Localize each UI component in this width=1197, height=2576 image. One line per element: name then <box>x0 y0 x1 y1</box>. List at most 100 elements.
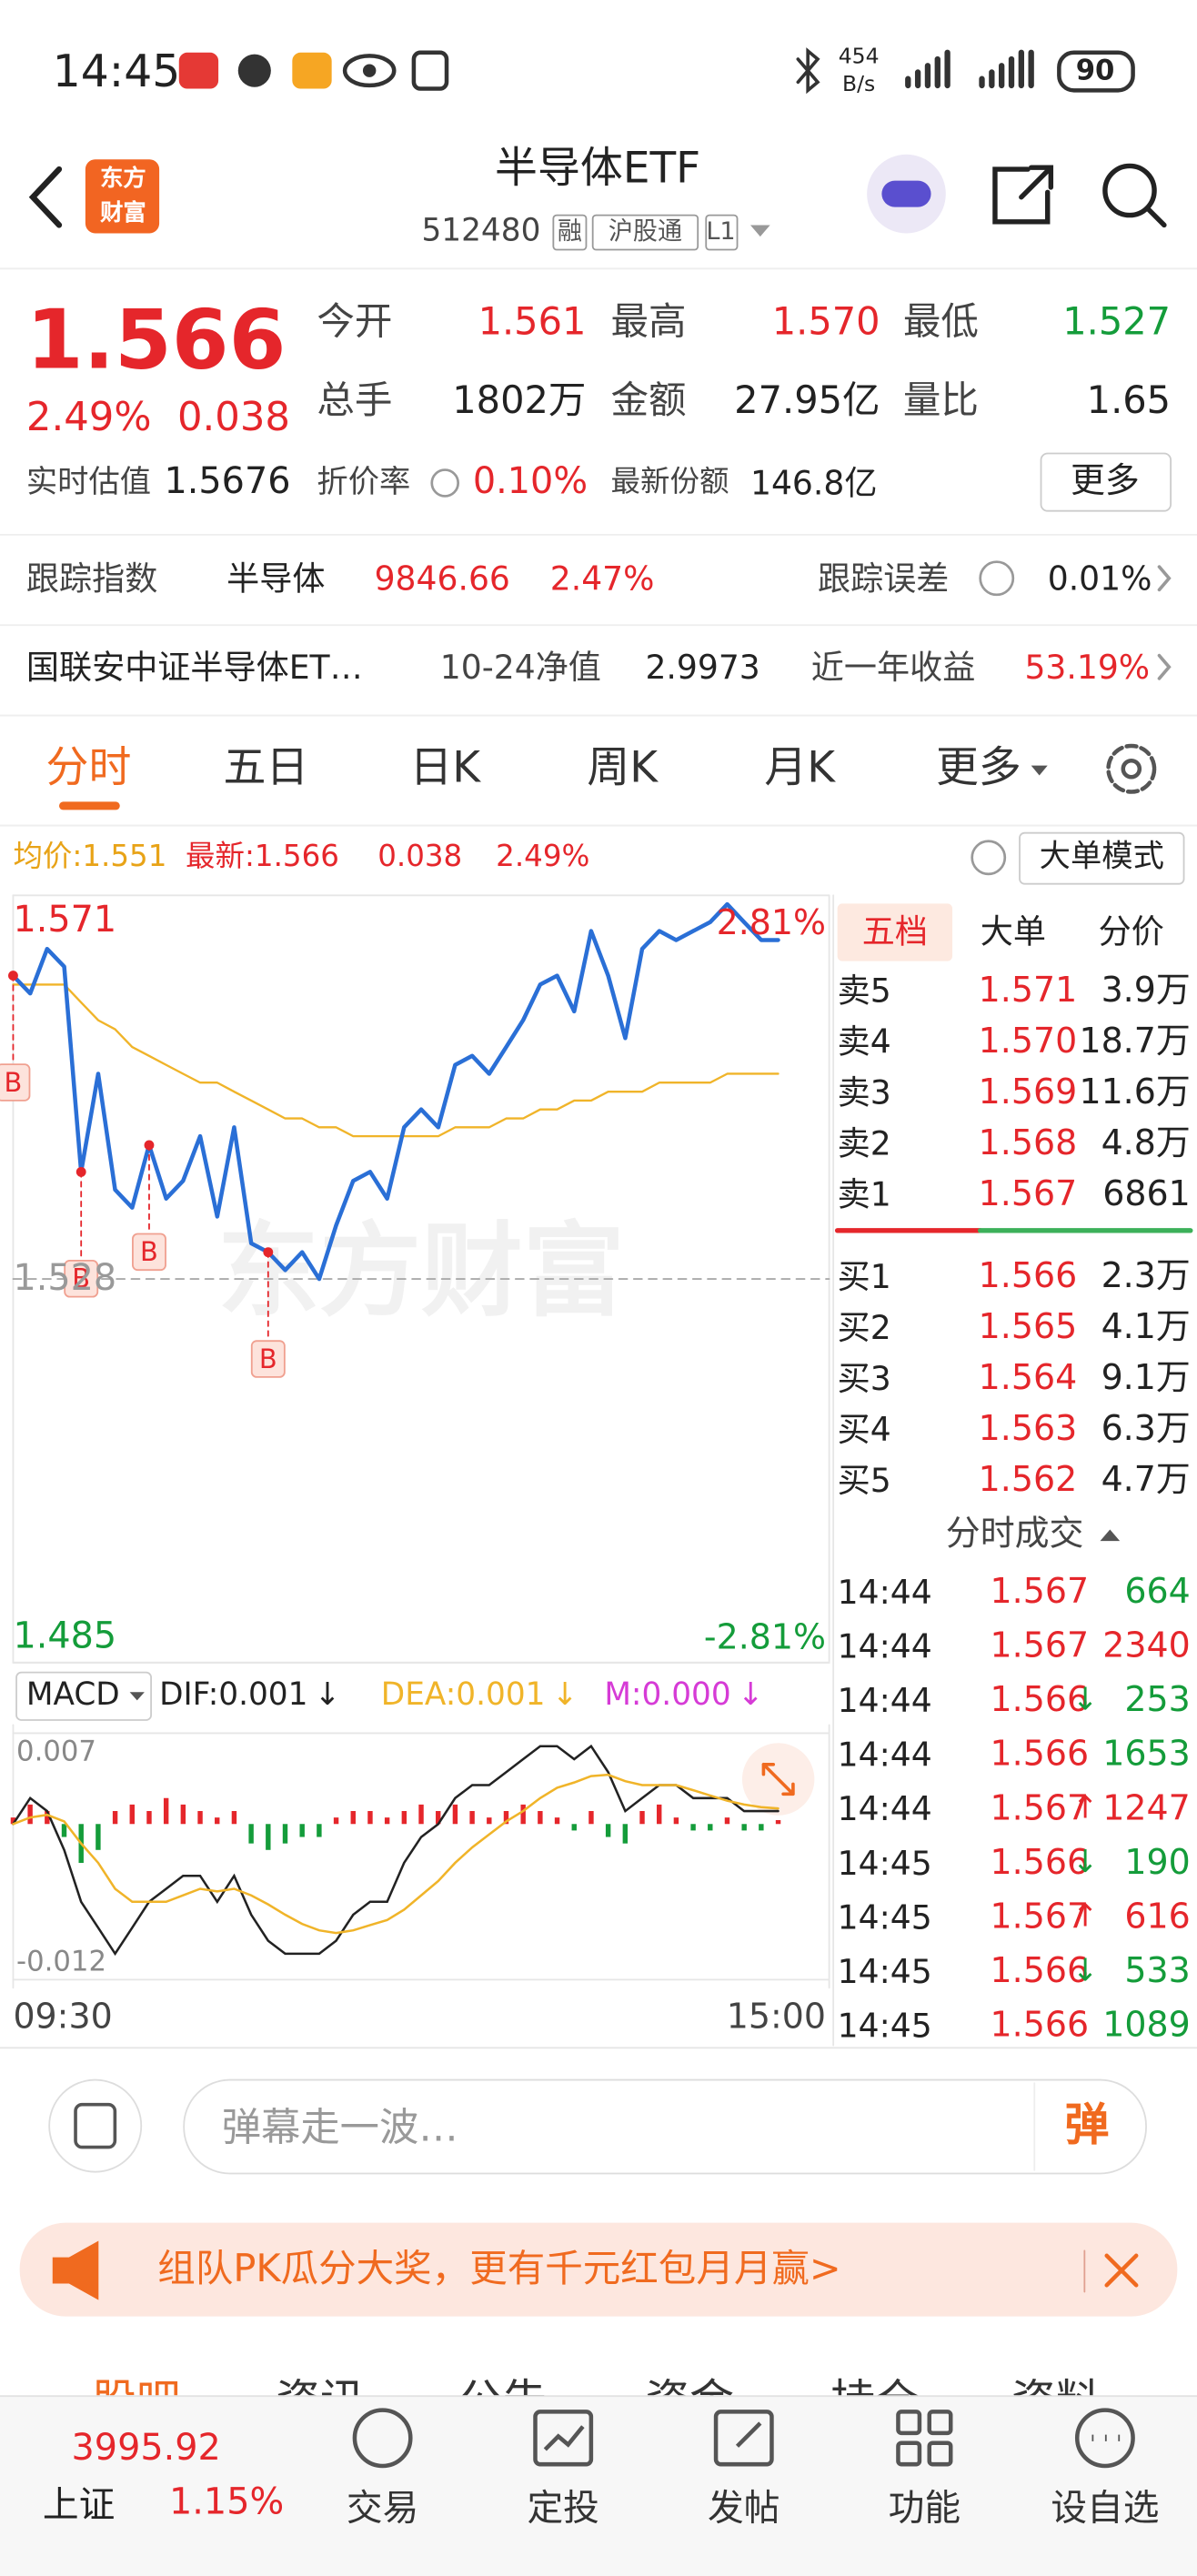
function-icon[interactable] <box>896 2410 922 2436</box>
trades-header[interactable]: 分时成交 <box>945 1514 1084 1554</box>
trade-price: 1.567 <box>990 1571 1090 1611</box>
chart-tab[interactable]: 周K <box>587 744 659 794</box>
y-tick-label: 0.007 <box>16 1736 96 1769</box>
tab-highlight <box>837 903 953 961</box>
macd-bar <box>129 1804 135 1825</box>
back-icon[interactable] <box>28 166 63 228</box>
field-value: 1.65 <box>1086 380 1172 424</box>
share-icon[interactable] <box>992 165 1054 225</box>
danmaku-placeholder[interactable]: 弹幕走一波… <box>221 2104 458 2151</box>
invest-icon[interactable] <box>533 2410 594 2467</box>
chart-tab[interactable]: 更多 <box>935 744 1021 794</box>
last-price: 1.566 <box>25 292 287 388</box>
macd-bar <box>317 1824 322 1837</box>
nav-item[interactable]: 设自选 <box>1051 2489 1160 2531</box>
book-price: 1.566 <box>978 1255 1078 1296</box>
net-speed-unit: B/s <box>842 73 876 98</box>
book-label: 买4 <box>837 1409 891 1449</box>
watchlist-icon[interactable] <box>1074 2408 1135 2469</box>
chart-tab[interactable]: 分时 <box>45 744 132 794</box>
macd-bar <box>231 1811 237 1825</box>
danmaku-toggle[interactable] <box>48 2078 143 2173</box>
function-icon <box>896 2440 922 2467</box>
stock-title: 半导体ETF <box>495 144 701 195</box>
buy-marker <box>144 1140 155 1151</box>
book-tab[interactable]: 五档 <box>861 911 928 951</box>
nav-item[interactable]: 交易 <box>346 2489 419 2531</box>
book-tab[interactable]: 分价 <box>1098 911 1164 951</box>
sort-icon <box>1100 1529 1121 1542</box>
battery-icon <box>1057 50 1135 93</box>
trade-time: 14:45 <box>837 1897 932 1937</box>
buy-marker <box>75 1166 86 1177</box>
field-label: 今开 <box>317 301 393 345</box>
index-pct: 1.15% <box>169 2482 285 2524</box>
nav-item[interactable]: 发帖 <box>708 2489 780 2531</box>
trade-volume: 190 <box>1124 1842 1191 1882</box>
trade-volume: 1089 <box>1102 2005 1191 2045</box>
more-button[interactable] <box>1040 452 1172 512</box>
nav-item[interactable]: 定投 <box>527 2489 599 2531</box>
book-price: 1.569 <box>978 1072 1078 1112</box>
macd-bar <box>724 1817 730 1825</box>
banner[interactable] <box>19 2222 1178 2317</box>
mode-label[interactable]: 大单模式 <box>1039 839 1164 875</box>
field-label: 金额 <box>610 380 687 424</box>
info-pct: 2.49% <box>496 839 590 874</box>
more-button-label[interactable]: 更多 <box>1070 460 1140 500</box>
macd-bar <box>333 1817 339 1825</box>
macd-bar <box>759 1824 764 1831</box>
field-label: 最高 <box>610 301 687 345</box>
search-icon[interactable] <box>1102 163 1157 218</box>
post-icon[interactable] <box>713 2410 774 2467</box>
fund-name[interactable]: 国联安中证半导体ET… <box>25 647 363 687</box>
close-icon[interactable] <box>1104 2253 1139 2288</box>
banner-text[interactable]: 组队PK瓜分大奖，更有千元红包月月赢> <box>157 2248 841 2291</box>
y-tick-label: 1.485 <box>13 1616 117 1658</box>
macd-bar <box>571 1824 577 1831</box>
macd-bar <box>673 1817 679 1825</box>
trade-volume: 533 <box>1124 1950 1191 1991</box>
field-value: 1.570 <box>771 301 880 345</box>
indicator-title[interactable]: MACD <box>25 1676 120 1713</box>
book-volume: 18.7万 <box>1079 1021 1191 1061</box>
app-icon <box>237 54 271 87</box>
help-icon[interactable] <box>971 840 1007 876</box>
tag-box <box>705 214 739 251</box>
book-tab[interactable]: 大单 <box>980 911 1046 951</box>
eye-icon <box>362 64 377 77</box>
danmaku-input[interactable] <box>183 2078 1147 2175</box>
legend-item: DIF:0.001 ↓ <box>159 1679 340 1711</box>
y2-tick-label: 2.81% <box>716 902 827 942</box>
legend-label: DIF:0.001 <box>159 1676 308 1713</box>
index-name: 上证 <box>42 2485 116 2527</box>
index-value[interactable]: 3995.92 <box>71 2428 221 2470</box>
trade-icon[interactable] <box>352 2408 413 2469</box>
nav-item[interactable]: 功能 <box>888 2489 961 2531</box>
mode-button[interactable] <box>1019 831 1185 885</box>
trade-time: 14:44 <box>837 1572 932 1612</box>
app-icon <box>178 52 219 89</box>
danmaku-send[interactable]: 弹 <box>1064 2100 1110 2152</box>
robot-icon <box>881 180 931 207</box>
book-label: 买2 <box>837 1307 891 1348</box>
macd-bar <box>775 1819 781 1825</box>
trade-price: 1.566 <box>990 1734 1090 1774</box>
macd-bar <box>452 1804 458 1825</box>
macd-bar <box>112 1811 118 1825</box>
macd-bar <box>657 1804 662 1825</box>
post-icon <box>735 2421 762 2448</box>
logo <box>85 159 160 234</box>
macd-bar <box>418 1804 424 1825</box>
buy-marker <box>8 971 18 981</box>
chart-tab[interactable]: 月K <box>764 744 836 794</box>
nfc-icon <box>411 50 449 91</box>
book-volume: 11.6万 <box>1079 1072 1191 1112</box>
chart-tab[interactable]: 日K <box>409 744 481 794</box>
book-label: 卖3 <box>837 1072 891 1112</box>
book-volume: 3.9万 <box>1101 970 1191 1010</box>
settings-icon[interactable] <box>1106 743 1157 794</box>
chart-tab[interactable]: 五日 <box>223 744 309 794</box>
help-icon[interactable] <box>979 560 1015 597</box>
indicator-button[interactable] <box>15 1671 152 1721</box>
